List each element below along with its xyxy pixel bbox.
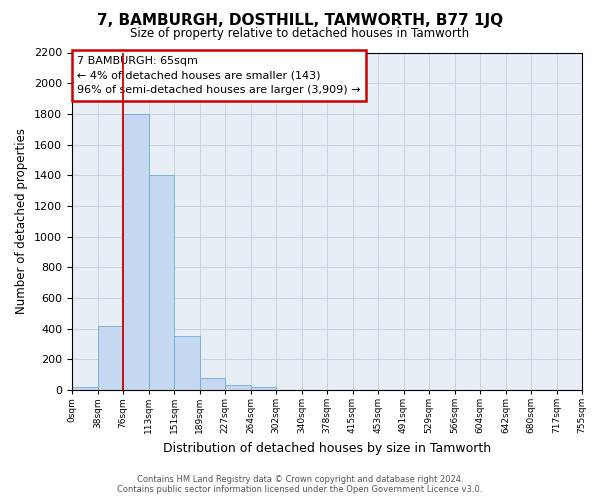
Bar bbox=[174, 336, 199, 390]
Text: Size of property relative to detached houses in Tamworth: Size of property relative to detached ho… bbox=[130, 28, 470, 40]
Text: Contains HM Land Registry data © Crown copyright and database right 2024.
Contai: Contains HM Land Registry data © Crown c… bbox=[118, 474, 482, 494]
Bar bbox=[199, 378, 225, 390]
Text: 7, BAMBURGH, DOSTHILL, TAMWORTH, B77 1JQ: 7, BAMBURGH, DOSTHILL, TAMWORTH, B77 1JQ bbox=[97, 12, 503, 28]
Bar bbox=[72, 387, 97, 390]
Text: 7 BAMBURGH: 65sqm
← 4% of detached houses are smaller (143)
96% of semi-detached: 7 BAMBURGH: 65sqm ← 4% of detached house… bbox=[77, 56, 361, 96]
Y-axis label: Number of detached properties: Number of detached properties bbox=[16, 128, 28, 314]
X-axis label: Distribution of detached houses by size in Tamworth: Distribution of detached houses by size … bbox=[163, 442, 491, 454]
Bar bbox=[251, 387, 276, 390]
Bar bbox=[123, 114, 149, 390]
Bar bbox=[225, 386, 251, 390]
Bar bbox=[149, 175, 174, 390]
Bar bbox=[97, 326, 123, 390]
